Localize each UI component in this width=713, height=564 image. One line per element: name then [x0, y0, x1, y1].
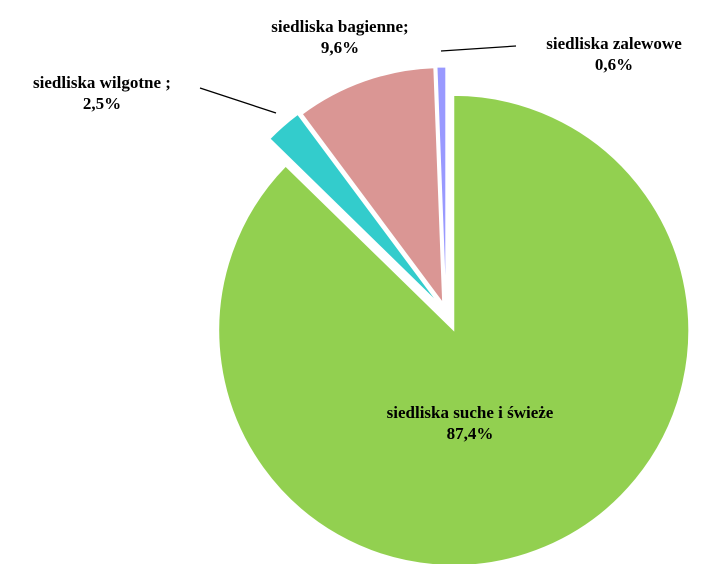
leader-line: [440, 45, 517, 52]
value-label: 87,4%: [446, 424, 494, 443]
category-label: siedliska wilgotne ;: [33, 73, 171, 92]
pie-slice: [218, 94, 690, 564]
slice-label: siedliska bagienne; 9,6%: [240, 16, 440, 58]
pie-slice: [269, 113, 439, 304]
value-label: 0,6%: [594, 55, 634, 74]
category-label: siedliska suche i świeże: [386, 403, 554, 422]
pie-slice: [301, 67, 444, 305]
category-label: siedliska bagienne;: [271, 17, 409, 36]
value-label: 9,6%: [320, 38, 360, 57]
slice-label: siedliska zalewowe 0,6%: [514, 33, 713, 75]
pie-slice: [436, 66, 447, 303]
slice-label: siedliska suche i świeże 87,4%: [385, 402, 555, 444]
value-label: 2,5%: [82, 94, 122, 113]
slice-label: siedliska wilgotne ; 2,5%: [2, 72, 202, 114]
leader-line: [199, 87, 277, 114]
category-label: siedliska zalewowe: [546, 34, 682, 53]
